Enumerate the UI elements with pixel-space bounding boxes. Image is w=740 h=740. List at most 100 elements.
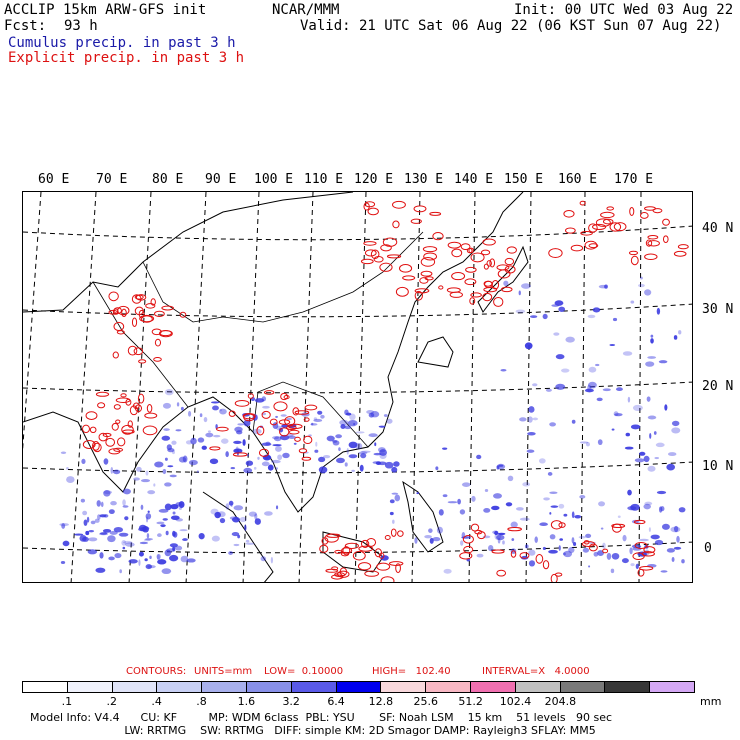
cumulus-precip-cell [588,381,597,389]
cumulus-precip-cell [349,413,356,421]
cumulus-precip-cell [528,406,535,413]
explicit-precip-contour [131,317,138,328]
cumulus-precip-cell [230,467,236,470]
cumulus-precip-cell [629,547,633,555]
cumulus-precip-cell [233,440,242,444]
cumulus-precip-cell [383,414,388,417]
cumulus-precip-cell [338,447,341,452]
cumulus-precip-cell [529,315,538,319]
cumulus-precip-cell [82,510,88,516]
explicit-precip-contour [127,345,138,356]
explicit-precip-contour [135,294,147,301]
explicit-precip-contour [506,246,517,254]
cumulus-precip-cell [74,533,84,536]
cumulus-precip-cell [528,549,536,556]
explicit-precip-contour [380,576,395,582]
cumulus-precip-cell [332,440,340,446]
cumulus-precip-cell [595,363,600,367]
cumulus-precip-cell [209,458,219,465]
color-bar-swatch [515,682,561,692]
cumulus-precip-cell [596,397,603,402]
cumulus-precip-cell [660,570,668,573]
explicit-precip-contour [482,238,496,246]
cumulus-precip-cell [366,410,375,415]
explicit-precip-contour [279,427,290,437]
cumulus-precip-cell [497,532,506,536]
cumulus-precip-cell [110,466,114,474]
explicit-precip-contour [376,562,391,571]
explicit-precip-contour [234,399,250,407]
cumulus-precip-cell [233,543,240,547]
cumulus-precip-cell [658,360,668,364]
cumulus-precip-cell [389,499,395,504]
cumulus-precip-cell [585,442,590,447]
cumulus-precip-cell [143,538,151,542]
cumulus-precip-cell [165,530,169,536]
cumulus-precip-cell [558,545,561,551]
color-bar-swatch [470,682,516,692]
cumulus-precip-cell [217,511,226,518]
cumulus-precip-cell [565,336,575,343]
cumulus-precip-cell [373,452,382,456]
explicit-precip-contour [113,321,125,332]
cumulus-precip-cell [335,434,342,439]
cumulus-precip-cell [156,554,160,561]
valid-time: Valid: 21 UTC Sat 06 Aug 22 (06 KST Sun … [300,18,722,34]
cumulus-precip-cell [627,396,631,403]
explicit-precip-contour [247,393,254,399]
cumulus-precip-cell [553,332,560,336]
explicit-precip-contour [600,211,615,219]
cumulus-precip-cell [582,547,590,553]
cumulus-precip-cell [171,440,177,445]
cumulus-precip-cell [511,538,515,541]
cumulus-precip-cell [245,542,255,545]
explicit-precip-contour [470,292,482,298]
cumulus-precip-cell [323,454,331,459]
cumulus-precip-cell [344,425,352,430]
cumulus-precip-cell [656,307,661,315]
cumulus-precip-cell [653,431,657,435]
cumulus-precip-cell [638,538,649,542]
explicit-precip-contour [137,393,145,404]
cumulus-precip-cell [668,452,677,457]
explicit-precip-contour [480,249,491,256]
cumulus-precip-cell [521,283,531,289]
cumulus-precip-cell [656,490,667,495]
meridian-line [23,192,42,452]
cumulus-precip-cell [311,422,314,426]
cumulus-precip-cell [90,520,96,525]
model-info-line1: Model Info: V4.4 CU: KF MP: WDM 6class P… [30,711,613,724]
explicit-precip-contour [413,205,427,213]
explicit-precip-contour [242,412,256,420]
cumulus-precip-cell [646,396,651,402]
explicit-precip-contour [647,240,660,247]
explicit-precip-contour [570,244,584,252]
cumulus-precip-cell [257,456,260,460]
cumulus-precip-cell [288,435,296,439]
cumulus-precip-cell [676,535,680,543]
explicit-precip-contour [548,248,563,259]
cumulus-precip-cell [170,515,180,521]
cumulus-precip-cell [378,447,386,453]
meridian-line [468,192,476,582]
explicit-precip-contour [97,402,106,409]
cumulus-precip-cell [253,466,257,470]
cumulus-precip-cell [678,507,686,513]
cumulus-precip-cell [145,470,149,476]
explicit-precip-contour [258,448,270,457]
cumulus-precip-cell [378,425,386,428]
cumulus-precip-cell [261,442,272,446]
explicit-precip-contour [364,201,376,208]
explicit-precip-contour [397,530,404,537]
cumulus-precip-cell [518,290,521,296]
cumulus-precip-cell [585,533,592,538]
cumulus-precip-cell [318,466,328,474]
cumulus-precip-cell [156,553,161,560]
color-bar-swatch [336,682,382,692]
cumulus-precip-cell [277,454,283,460]
explicit-precip-contour [112,308,119,315]
cumulus-precip-cell [443,568,452,574]
cumulus-precip-cell [164,388,174,396]
cumulus-precip-cell [235,446,239,453]
explicit-precip-contour [138,359,147,364]
